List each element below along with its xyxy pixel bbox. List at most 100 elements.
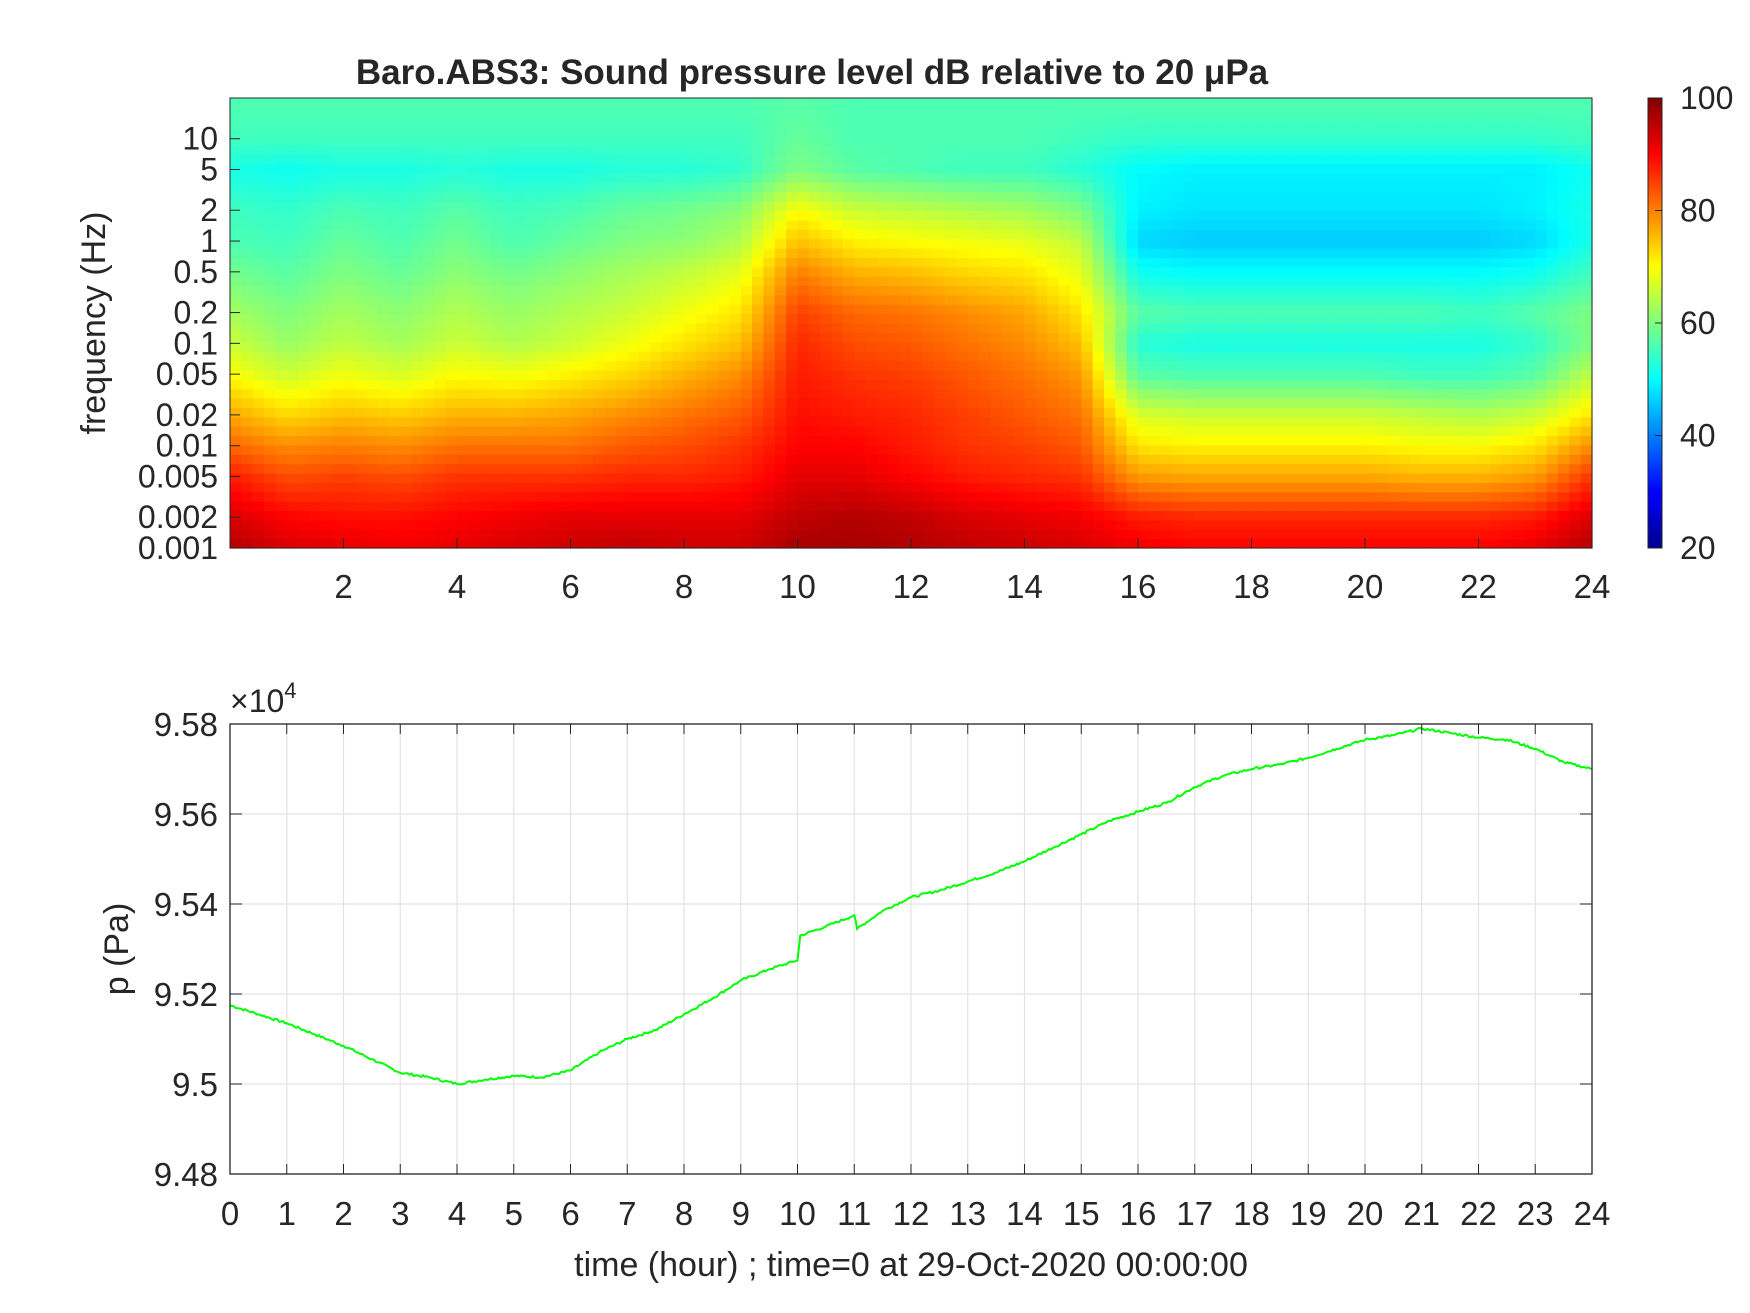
spectrogram-cell xyxy=(457,341,469,352)
spectrogram-cell xyxy=(922,266,935,277)
spectrogram-cell xyxy=(1103,257,1116,268)
spectrogram-cell xyxy=(1013,323,1026,333)
spectrogram-cell xyxy=(525,144,538,155)
spectrogram-cell xyxy=(752,182,765,193)
spectrogram-cell xyxy=(525,323,538,333)
spectrogram-cell xyxy=(604,173,617,183)
spectrogram-cell xyxy=(1172,482,1184,493)
spectrogram-cell xyxy=(1069,473,1082,483)
spectrogram-cell xyxy=(570,388,583,399)
spectrogram-cell xyxy=(1217,229,1230,240)
spectrogram-cell xyxy=(252,257,265,268)
spectrogram-cell xyxy=(1047,144,1060,155)
spectrogram-cell xyxy=(763,107,776,118)
spectrogram-cell xyxy=(1194,210,1207,221)
spectrogram-cell xyxy=(1262,341,1275,352)
spectrogram-cell xyxy=(1115,501,1128,512)
spectrogram-cell xyxy=(366,491,379,502)
spectrogram-cell xyxy=(1058,332,1071,343)
spectrogram-cell xyxy=(956,538,969,549)
spectrogram-cell xyxy=(695,107,708,118)
spectrogram-cell xyxy=(343,323,356,333)
spectrogram-cell xyxy=(729,191,742,202)
spectrogram-cell xyxy=(1353,201,1366,212)
spectrogram-cell xyxy=(457,491,469,502)
spectrogram-cell xyxy=(547,313,560,324)
spectrogram-cell xyxy=(967,473,980,483)
spectrogram-cell xyxy=(593,369,606,380)
spectrogram-cell xyxy=(491,116,503,127)
spectrogram-cell xyxy=(1399,398,1411,408)
spectrogram-cell xyxy=(672,435,685,446)
spectrogram-cell xyxy=(820,463,833,474)
spectrogram-cell xyxy=(479,313,492,324)
spectrogram-cell xyxy=(559,304,572,315)
spectrogram-cell xyxy=(786,398,799,408)
spectrogram-cell xyxy=(547,426,560,437)
spectrogram-cell xyxy=(1365,529,1377,540)
spectrogram-cell xyxy=(1001,201,1014,212)
spectrogram-cell xyxy=(842,510,855,521)
spectrogram-cell xyxy=(593,529,606,540)
spectrogram-cell xyxy=(1296,341,1309,352)
spectrogram-cell xyxy=(286,191,299,202)
spectrogram-cell xyxy=(1387,135,1400,146)
spectrogram-cell xyxy=(593,219,606,230)
spectrogram-cell xyxy=(1013,369,1026,380)
spectrogram-cell xyxy=(434,266,447,277)
spectrogram-cell xyxy=(479,294,492,305)
spectrogram-cell xyxy=(763,426,776,437)
spectrogram-cell xyxy=(400,501,413,512)
spectrogram-cell xyxy=(513,135,526,146)
spectrogram-cell xyxy=(729,454,742,465)
spectrogram-cell xyxy=(729,351,742,362)
spectrogram-cell xyxy=(638,276,651,287)
spectrogram-cell xyxy=(354,388,367,399)
spectrogram-cell xyxy=(820,341,833,352)
spectrogram-cell xyxy=(1399,173,1411,183)
spectrogram-cell xyxy=(1308,304,1321,315)
spectrogram-cell xyxy=(842,463,855,474)
spectrogram-cell xyxy=(298,116,311,127)
spectrogram-cell xyxy=(718,126,730,137)
spectrogram-cell xyxy=(1296,266,1309,277)
spectrogram-cell xyxy=(695,248,708,258)
spectrogram-cell xyxy=(956,126,969,137)
spectrogram-cell xyxy=(1353,313,1366,324)
spectrogram-cell xyxy=(876,501,889,512)
spectrogram-cell xyxy=(684,379,696,390)
spectrogram-cell xyxy=(1387,219,1400,230)
spectrogram-cell xyxy=(468,351,481,362)
spectrogram-cell xyxy=(1092,126,1105,137)
spectrogram-cell xyxy=(808,154,821,165)
spectrogram-cell xyxy=(842,238,855,249)
spectrogram-cell xyxy=(1330,491,1343,502)
spectrogram-cell xyxy=(400,276,413,287)
spectrogram-cell xyxy=(1024,219,1037,230)
spectrogram-cell xyxy=(729,491,742,502)
spectrogram-cell xyxy=(400,107,413,118)
spectrogram-cell xyxy=(422,154,435,165)
spectrogram-cell xyxy=(1001,388,1014,399)
spectrogram-cell xyxy=(627,538,640,549)
spectrogram-cell xyxy=(922,332,935,343)
spectrogram-cell xyxy=(627,519,640,530)
spectrogram-cell xyxy=(649,173,662,183)
spectrogram-cell xyxy=(786,191,799,202)
spectrogram-cell xyxy=(354,248,367,258)
spectrogram-cell xyxy=(820,313,833,324)
spectrogram-cell xyxy=(718,538,730,549)
spectrogram-cell xyxy=(1138,313,1150,324)
spectrogram-cell xyxy=(457,285,469,296)
spectrogram-cell xyxy=(230,107,242,118)
spectrogram-cell xyxy=(956,398,969,408)
spectrogram-cell xyxy=(1228,501,1241,512)
spectrogram-cell xyxy=(1081,501,1094,512)
spectrogram-cell xyxy=(888,323,901,333)
spectrogram-cell xyxy=(241,407,254,418)
spectrogram-cell xyxy=(1353,257,1366,268)
spectrogram-cell xyxy=(967,285,980,296)
spectrogram-cell xyxy=(695,276,708,287)
spectrogram-cell xyxy=(1047,257,1060,268)
spectrogram-cell xyxy=(1296,210,1309,221)
